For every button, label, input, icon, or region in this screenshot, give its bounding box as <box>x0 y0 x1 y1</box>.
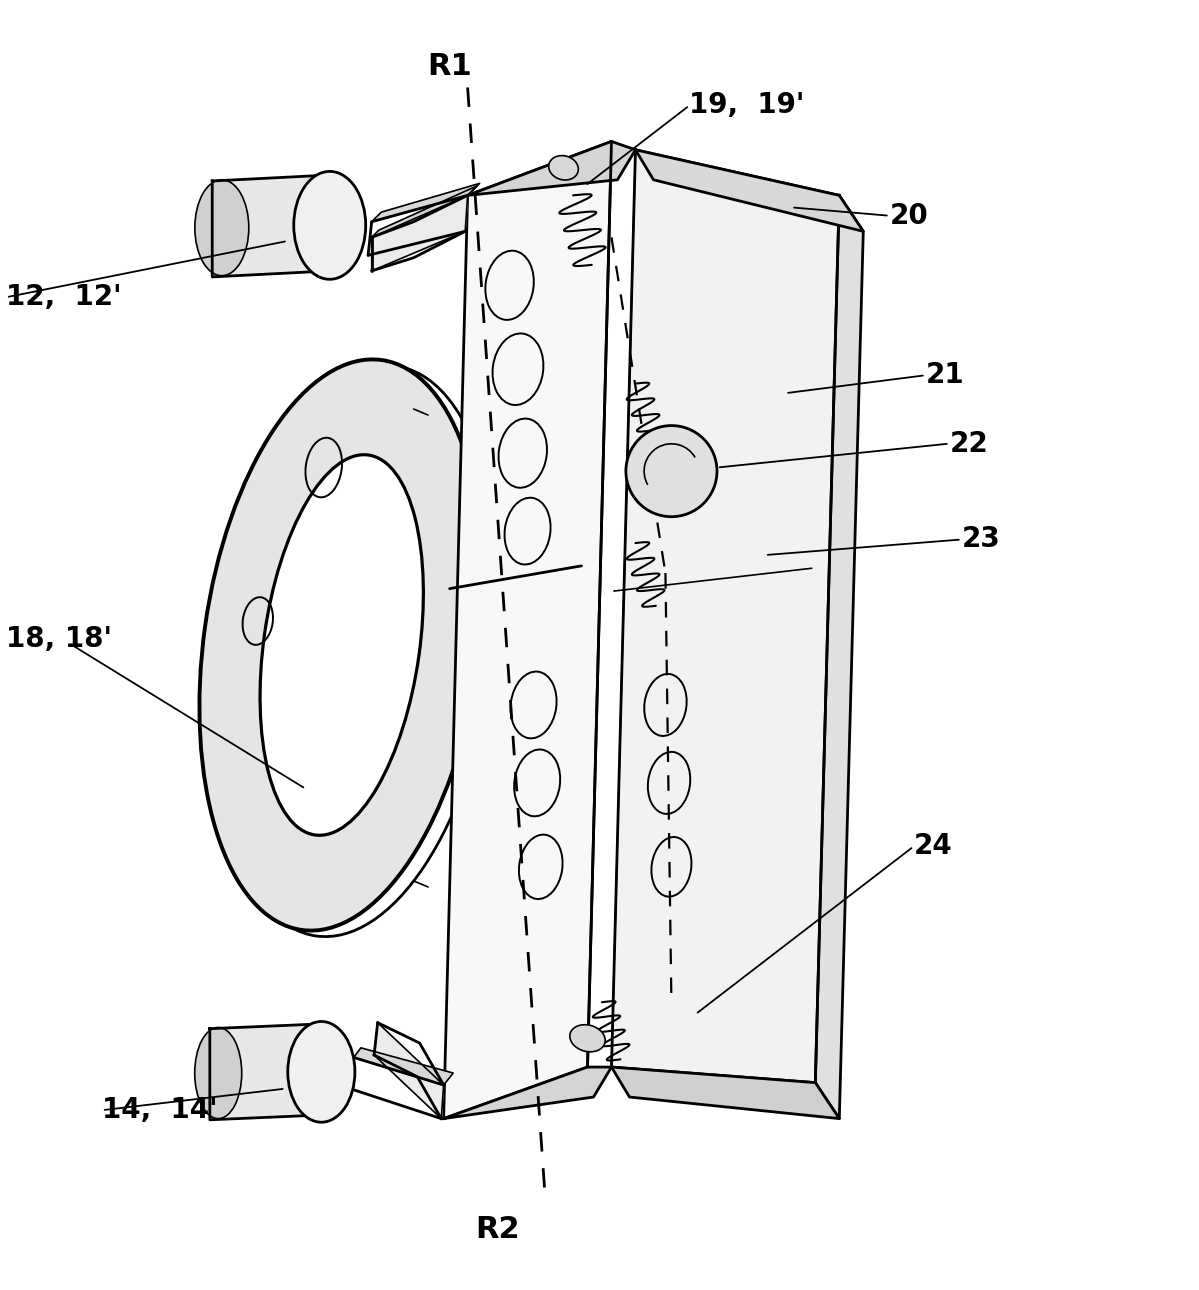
Ellipse shape <box>570 1024 605 1051</box>
Text: 19,  19': 19, 19' <box>689 92 805 120</box>
Text: 23: 23 <box>962 525 1000 553</box>
Polygon shape <box>374 1023 444 1118</box>
Polygon shape <box>212 175 330 277</box>
Polygon shape <box>444 1067 611 1118</box>
Ellipse shape <box>294 172 366 280</box>
Text: 18, 18': 18, 18' <box>6 626 112 653</box>
Text: 21: 21 <box>926 361 964 390</box>
Ellipse shape <box>260 454 423 836</box>
Polygon shape <box>372 186 477 237</box>
Polygon shape <box>210 1024 321 1120</box>
Text: 24: 24 <box>914 832 952 860</box>
Text: R1: R1 <box>427 53 472 81</box>
Text: 12,  12': 12, 12' <box>6 284 121 311</box>
Ellipse shape <box>199 360 484 930</box>
Polygon shape <box>611 150 839 1082</box>
Ellipse shape <box>288 1022 355 1122</box>
Ellipse shape <box>194 1027 242 1118</box>
Ellipse shape <box>626 426 717 517</box>
Ellipse shape <box>549 156 578 181</box>
Polygon shape <box>468 142 635 195</box>
Text: 22: 22 <box>950 430 988 458</box>
Polygon shape <box>611 1067 839 1118</box>
Polygon shape <box>815 195 863 1118</box>
Polygon shape <box>372 195 468 271</box>
Text: R2: R2 <box>475 1214 520 1244</box>
Ellipse shape <box>194 179 249 276</box>
Polygon shape <box>372 183 480 222</box>
Polygon shape <box>635 150 863 231</box>
Text: 20: 20 <box>890 201 928 230</box>
Polygon shape <box>354 1047 453 1085</box>
Polygon shape <box>444 142 611 1118</box>
Text: 14,  14': 14, 14' <box>102 1096 217 1124</box>
